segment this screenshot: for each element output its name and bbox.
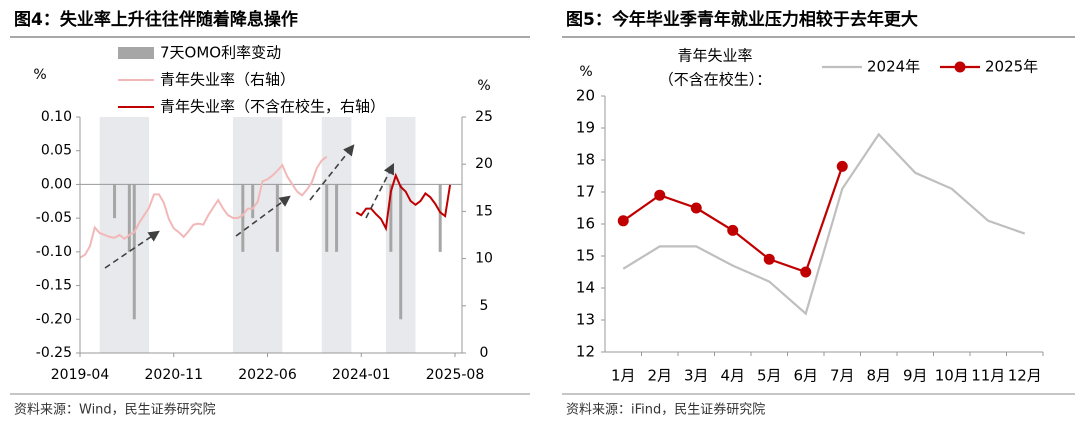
y-tick-label: 14 xyxy=(576,279,595,297)
point xyxy=(727,224,739,236)
bar xyxy=(132,184,136,320)
legend-marker xyxy=(954,61,966,73)
shaded-period xyxy=(232,117,283,353)
bar xyxy=(113,184,117,219)
bar xyxy=(127,184,131,252)
x-tick-label: 2月 xyxy=(647,367,672,385)
bar xyxy=(389,184,393,252)
bar xyxy=(438,184,442,252)
x-tick-label: 12月 xyxy=(1008,367,1042,385)
x-tick-label: 4月 xyxy=(720,367,745,385)
x-tick-label: 3月 xyxy=(684,367,709,385)
x-tick-label: 9月 xyxy=(903,367,928,385)
y-tick-label: 0.05 xyxy=(41,143,72,159)
trend-arrows xyxy=(104,144,395,269)
x-tick-label: 10月 xyxy=(935,367,969,385)
point xyxy=(654,189,666,201)
legend-swatch xyxy=(118,47,154,59)
source: 资料来源：iFind，民生证券研究院 xyxy=(566,402,765,418)
x-tick-label: 1月 xyxy=(611,367,636,385)
chart-title: 图5：今年毕业季青年就业压力相较于去年更大 xyxy=(566,9,918,30)
arrow xyxy=(309,144,355,201)
x-tick-label: 2024-01 xyxy=(332,367,391,383)
x-tick-label: 11月 xyxy=(971,367,1005,385)
legend-label: 7天OMO利率变动 xyxy=(160,44,281,62)
arrow xyxy=(235,195,291,237)
bar xyxy=(335,184,339,252)
chart-title: 图4：失业率上升往往伴随着降息操作 xyxy=(14,9,298,30)
bar xyxy=(275,184,279,252)
y-tick-label: 0.10 xyxy=(41,109,72,125)
x-tick-label: 2020-11 xyxy=(145,367,204,383)
point xyxy=(800,266,812,278)
arrow xyxy=(104,230,160,269)
bar xyxy=(399,184,403,320)
y-axis-label: % xyxy=(579,64,592,80)
line xyxy=(622,166,844,274)
legend-label: 青年失业率（不含在校生，右轴） xyxy=(160,98,385,116)
x-tick-label: 2022-06 xyxy=(238,367,297,383)
bar xyxy=(241,184,245,252)
y-tick-label: 19 xyxy=(576,119,595,137)
source: 资料来源：Wind，民生证券研究院 xyxy=(14,402,216,418)
point xyxy=(836,160,848,172)
point xyxy=(617,215,629,227)
legend-label: 2024年 xyxy=(867,58,920,76)
y-tick-label: 20 xyxy=(576,87,595,105)
x-tick-label: 8月 xyxy=(866,367,891,385)
y-tick-label: 12 xyxy=(576,343,595,361)
y-tick-label: 0.00 xyxy=(41,176,72,192)
bar xyxy=(325,184,329,252)
line xyxy=(79,155,328,259)
y-axis-label: % xyxy=(33,67,46,83)
line xyxy=(355,172,452,232)
y-tick-label: -0.20 xyxy=(36,311,72,327)
bar xyxy=(251,184,255,219)
y-tick-label: 17 xyxy=(576,183,595,201)
y2-axis-label: % xyxy=(477,78,490,94)
y-tick-label: -0.15 xyxy=(36,278,72,294)
y-tick-label: 15 xyxy=(576,247,595,265)
point xyxy=(690,202,702,214)
y2-tick-label: 15 xyxy=(475,203,493,219)
legend-label: 青年失业率（右轴） xyxy=(160,71,295,89)
y-tick-label: -0.05 xyxy=(36,210,72,226)
y2-tick-label: 10 xyxy=(475,251,493,267)
x-tick-label: 7月 xyxy=(830,367,855,385)
line xyxy=(622,132,1026,316)
y-tick-label: 16 xyxy=(576,215,595,233)
y2-tick-label: 5 xyxy=(480,298,489,314)
x-tick-label: 2025-08 xyxy=(426,367,485,383)
y-tick-label: -0.25 xyxy=(36,345,72,361)
annotation: （不含在校生）： xyxy=(659,71,772,89)
x-tick-label: 5月 xyxy=(757,367,782,385)
y2-tick-label: 25 xyxy=(475,109,493,125)
y-tick-label: 18 xyxy=(576,151,595,169)
x-tick-label: 2019-04 xyxy=(51,367,110,383)
shaded-period xyxy=(99,117,150,353)
x-tick-label: 6月 xyxy=(793,367,818,385)
point xyxy=(763,253,775,265)
annotation: 青年失业率 xyxy=(677,47,752,65)
legend-label: 2025年 xyxy=(985,58,1038,76)
y2-tick-label: 0 xyxy=(480,345,489,361)
y2-tick-label: 20 xyxy=(475,156,493,172)
y-tick-label: 13 xyxy=(576,311,595,329)
y-tick-label: -0.10 xyxy=(36,244,72,260)
